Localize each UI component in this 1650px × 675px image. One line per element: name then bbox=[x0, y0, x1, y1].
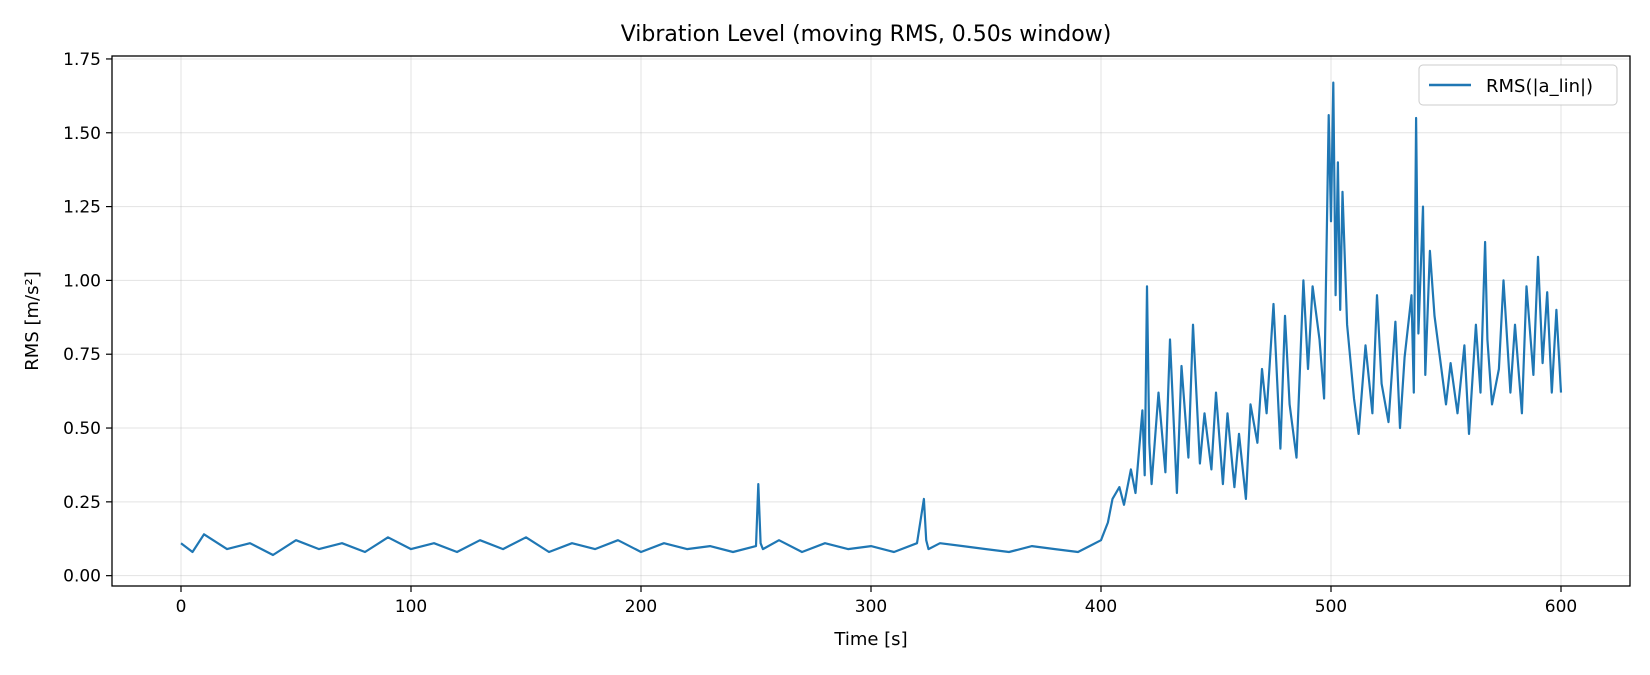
y-tick-label: 1.50 bbox=[63, 124, 101, 144]
y-tick-label: 0.75 bbox=[63, 345, 101, 365]
y-tick-label: 1.25 bbox=[63, 198, 101, 218]
x-axis-ticks: 0 100 200 300 400 500 600 bbox=[176, 586, 1577, 617]
y-axis-ticks: 0.00 0.25 0.50 0.75 1.00 1.25 1.50 1.75 bbox=[63, 50, 112, 587]
y-tick-label: 1.00 bbox=[63, 271, 101, 291]
x-tick-label: 400 bbox=[1085, 597, 1117, 617]
legend-box bbox=[1418, 64, 1618, 106]
x-tick-label: 500 bbox=[1315, 597, 1347, 617]
y-axis-label: RMS [m/s²] bbox=[22, 271, 43, 370]
x-tick-label: 300 bbox=[855, 597, 887, 617]
y-tick-label: 0.25 bbox=[63, 493, 101, 513]
chart-title: Vibration Level (moving RMS, 0.50s windo… bbox=[621, 22, 1112, 47]
grid bbox=[112, 56, 1630, 586]
legend-entry: RMS(|a_lin|) bbox=[1486, 76, 1593, 97]
x-tick-label: 600 bbox=[1545, 597, 1577, 617]
series-line-rms bbox=[180, 81, 1563, 557]
legend: RMS(|a_lin|) bbox=[1418, 64, 1618, 106]
y-tick-label: 1.75 bbox=[63, 50, 101, 70]
x-tick-label: 0 bbox=[176, 597, 187, 617]
y-tick-label: 0.00 bbox=[63, 567, 101, 587]
x-axis-label: Time [s] bbox=[833, 629, 907, 650]
x-tick-label: 200 bbox=[625, 597, 657, 617]
y-tick-label: 0.50 bbox=[63, 419, 101, 439]
x-tick-label: 100 bbox=[395, 597, 427, 617]
